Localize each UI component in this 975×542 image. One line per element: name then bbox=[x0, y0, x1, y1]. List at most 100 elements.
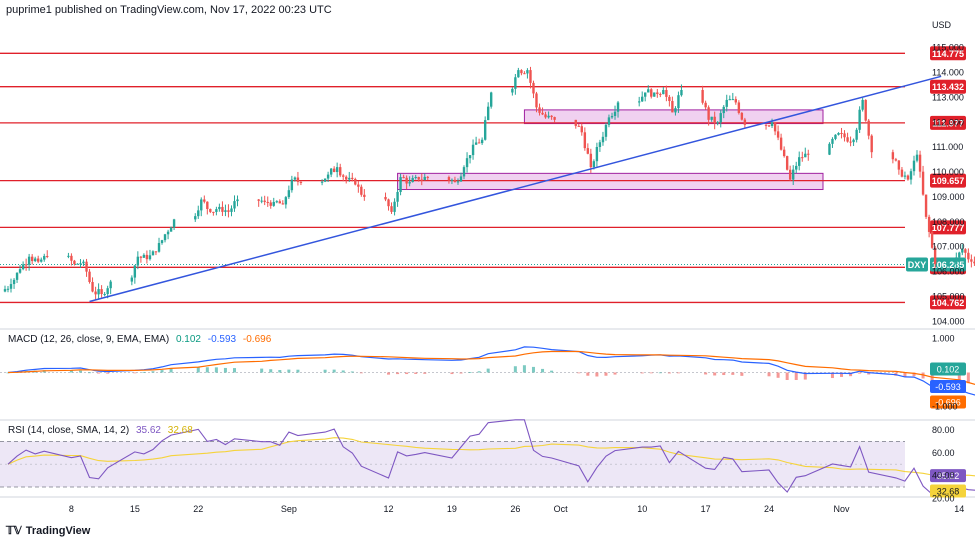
candle-body bbox=[348, 177, 351, 180]
candle-body bbox=[767, 125, 771, 127]
macd-hist-bar bbox=[332, 369, 336, 373]
candle-body bbox=[387, 199, 390, 207]
macd-hist-bar bbox=[640, 372, 644, 374]
candle-body bbox=[109, 281, 112, 289]
candle-body bbox=[719, 113, 722, 123]
rsi-layer: 35.62 32.68 bbox=[0, 419, 975, 498]
tradingview-brand[interactable]: 𝕋𝕍 TradingView bbox=[6, 524, 91, 538]
candle-body bbox=[843, 133, 846, 138]
candle-body bbox=[553, 117, 556, 120]
macd-hist-bar bbox=[214, 367, 218, 373]
level-badge-1 bbox=[930, 46, 966, 61]
candle-body bbox=[106, 288, 109, 295]
candle-body bbox=[710, 116, 713, 120]
macd-hist-bar bbox=[604, 372, 608, 376]
level-badge-3 bbox=[930, 115, 966, 130]
macd-title: MACD (12, 26, close, 9, EMA, EMA) bbox=[8, 334, 170, 345]
candle-body bbox=[701, 89, 704, 103]
candle-body bbox=[831, 138, 834, 144]
candle-body bbox=[782, 149, 786, 157]
price-tick-1: 105.000 bbox=[932, 292, 965, 302]
macd-hist-bar bbox=[106, 372, 110, 374]
candle-body bbox=[659, 94, 662, 96]
time-tick-8: 10 bbox=[637, 504, 647, 514]
candle-body bbox=[468, 155, 472, 159]
tradingview-logo-icon: 𝕋𝕍 bbox=[6, 525, 22, 537]
candle-body bbox=[837, 132, 840, 135]
macd-hist-bar bbox=[151, 371, 155, 373]
candle-body bbox=[903, 175, 907, 177]
candle-body bbox=[713, 116, 716, 124]
candle-body bbox=[396, 191, 399, 202]
candle-body bbox=[399, 177, 402, 192]
rsi-legend[interactable]: RSI (14, close, SMA, 14, 2) 35.62 32.68 bbox=[8, 425, 193, 436]
time-tick-3: Sep bbox=[281, 504, 297, 514]
candle-body bbox=[933, 247, 937, 265]
macd-tick-2: -1.000 bbox=[932, 401, 958, 411]
candle-body bbox=[339, 167, 342, 176]
time-tick-10: 24 bbox=[764, 504, 774, 514]
candle-body bbox=[233, 201, 236, 209]
candle-body bbox=[828, 143, 831, 155]
level-label-2: 113.432 bbox=[932, 82, 964, 92]
candle-body bbox=[215, 209, 218, 212]
macd-hist-bar bbox=[296, 369, 300, 373]
trendline-layer bbox=[89, 75, 942, 303]
price-tick-6: 110.000 bbox=[932, 167, 964, 177]
candle-body bbox=[644, 92, 647, 97]
candle-body bbox=[840, 132, 843, 134]
brand-name: TradingView bbox=[25, 524, 91, 537]
macd-hist-bar bbox=[912, 372, 916, 377]
candle-body bbox=[665, 89, 668, 97]
macd-hist-bar bbox=[667, 372, 671, 374]
candle-body bbox=[227, 210, 230, 212]
candle-body bbox=[616, 102, 620, 112]
candle-body bbox=[955, 257, 958, 265]
candle-body bbox=[194, 216, 197, 220]
macd-hist-bar bbox=[350, 371, 354, 373]
candle-body bbox=[517, 70, 520, 78]
macd-value: 0.102 bbox=[175, 334, 201, 345]
candle-body bbox=[586, 148, 590, 154]
candle-body bbox=[607, 117, 611, 125]
candle-body bbox=[486, 106, 490, 121]
macd-hist-bar bbox=[867, 372, 871, 375]
candle-body bbox=[613, 111, 617, 116]
candle-body bbox=[858, 109, 861, 130]
macd-hist-bar bbox=[269, 369, 273, 373]
candle-body bbox=[598, 142, 602, 148]
macd-hist-bar bbox=[740, 372, 744, 376]
candle-body bbox=[357, 184, 360, 187]
rsi-ma-value: 32.68 bbox=[167, 425, 193, 436]
candle-body bbox=[927, 216, 931, 232]
candle-body bbox=[46, 255, 49, 257]
candle-body bbox=[326, 174, 330, 179]
macd-badge-label-0: 0.102 bbox=[937, 365, 960, 375]
rsi-badge-1 bbox=[930, 484, 966, 498]
candle-body bbox=[456, 181, 460, 183]
candle-body bbox=[148, 255, 152, 260]
macd-hist-bar bbox=[722, 372, 726, 376]
candles-layer bbox=[3, 66, 975, 300]
candle-body bbox=[263, 200, 266, 202]
candle-body bbox=[299, 181, 303, 183]
publish-attribution: puprime1 published on TradingView.com, N… bbox=[6, 4, 332, 16]
macd-hist-bar bbox=[840, 372, 844, 377]
candle-body bbox=[477, 142, 481, 144]
candle-body bbox=[891, 152, 895, 160]
macd-legend[interactable]: MACD (12, 26, close, 9, EMA, EMA) 0.102 … bbox=[8, 334, 271, 345]
candle-body bbox=[912, 160, 916, 172]
candle-body bbox=[574, 119, 577, 126]
candle-body bbox=[130, 277, 134, 282]
candle-body bbox=[610, 115, 614, 118]
candle-body bbox=[453, 179, 457, 183]
macd-hist-bar bbox=[713, 372, 717, 376]
candle-body bbox=[964, 249, 967, 253]
candle-body bbox=[33, 258, 37, 262]
candle-body bbox=[354, 178, 357, 185]
candle-body bbox=[864, 99, 867, 121]
macd-hist-bar bbox=[903, 372, 907, 377]
candle-body bbox=[169, 227, 173, 232]
candle-body bbox=[807, 153, 810, 155]
